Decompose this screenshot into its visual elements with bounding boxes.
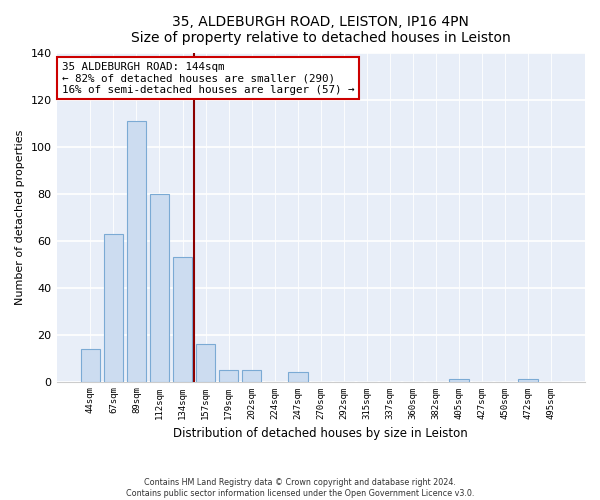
Bar: [288, 372, 308, 382]
Text: Contains HM Land Registry data © Crown copyright and database right 2024.
Contai: Contains HM Land Registry data © Crown c…: [126, 478, 474, 498]
Bar: [219, 370, 238, 382]
Bar: [173, 258, 193, 382]
Bar: [242, 370, 262, 382]
X-axis label: Distribution of detached houses by size in Leiston: Distribution of detached houses by size …: [173, 427, 468, 440]
Bar: [149, 194, 169, 382]
Bar: [196, 344, 215, 382]
Text: 35 ALDEBURGH ROAD: 144sqm
← 82% of detached houses are smaller (290)
16% of semi: 35 ALDEBURGH ROAD: 144sqm ← 82% of detac…: [62, 62, 355, 94]
Title: 35, ALDEBURGH ROAD, LEISTON, IP16 4PN
Size of property relative to detached hous: 35, ALDEBURGH ROAD, LEISTON, IP16 4PN Si…: [131, 15, 511, 45]
Bar: [80, 348, 100, 382]
Bar: [449, 379, 469, 382]
Bar: [518, 379, 538, 382]
Bar: [104, 234, 123, 382]
Y-axis label: Number of detached properties: Number of detached properties: [15, 130, 25, 305]
Bar: [127, 122, 146, 382]
